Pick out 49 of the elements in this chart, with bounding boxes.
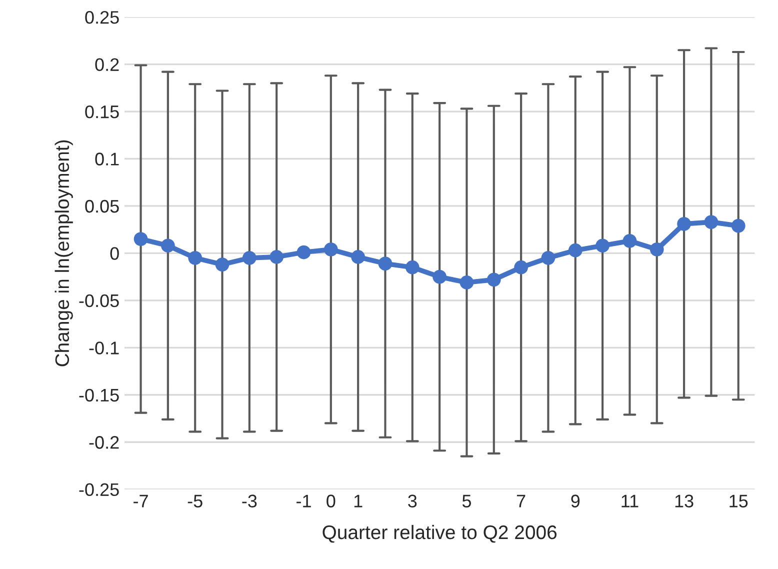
point (324, 242, 338, 256)
point (541, 250, 556, 265)
y-axis-title: Change in ln(employment) (54, 140, 73, 366)
point (622, 234, 637, 248)
x-tick-label: 13 (675, 494, 694, 508)
point (514, 260, 528, 274)
point (215, 258, 230, 272)
point (432, 270, 447, 284)
point (270, 250, 284, 264)
y-tick-label: -0.25 (79, 483, 119, 496)
x-tick-label: -1 (296, 494, 311, 508)
y-tick-label: 0.05 (85, 200, 119, 213)
point (242, 250, 256, 265)
x-axis-title: Quarter relative to Q2 2006 (322, 524, 557, 543)
x-tick-label: -5 (188, 494, 202, 508)
point (351, 250, 366, 264)
point (296, 245, 311, 260)
point (568, 243, 582, 258)
point (731, 218, 746, 233)
y-tick-label: 0.2 (95, 58, 119, 72)
y-tick-label: 0.15 (85, 105, 119, 118)
y-tick-label: 0 (110, 247, 119, 260)
y-tick-label: -0.05 (79, 294, 119, 308)
x-tick-label: 0 (326, 494, 336, 508)
y-tick-label: -0.1 (89, 342, 119, 354)
point (704, 215, 718, 229)
y-tick-label: 0.25 (85, 11, 119, 24)
point (650, 242, 664, 256)
x-tick-label: 11 (622, 494, 638, 508)
point (134, 232, 148, 246)
x-tick-label: 15 (730, 494, 748, 508)
point (486, 272, 501, 287)
point (378, 256, 392, 271)
y-tick-label: -0.15 (79, 388, 119, 402)
point (405, 260, 420, 274)
point (596, 238, 610, 253)
x-tick-label: 3 (408, 494, 417, 508)
point (160, 238, 175, 253)
x-tick-label: -7 (134, 494, 148, 508)
y-tick-label: -0.2 (89, 436, 119, 449)
x-tick-label: 7 (516, 494, 526, 508)
point (460, 276, 474, 290)
point (188, 250, 202, 265)
x-tick-label: 5 (462, 494, 471, 508)
x-tick-label: 9 (571, 494, 580, 508)
x-tick-label: -3 (242, 494, 257, 508)
point (677, 216, 691, 231)
x-tick-label: 1 (354, 494, 362, 508)
y-tick-label: 0.1 (95, 152, 119, 166)
